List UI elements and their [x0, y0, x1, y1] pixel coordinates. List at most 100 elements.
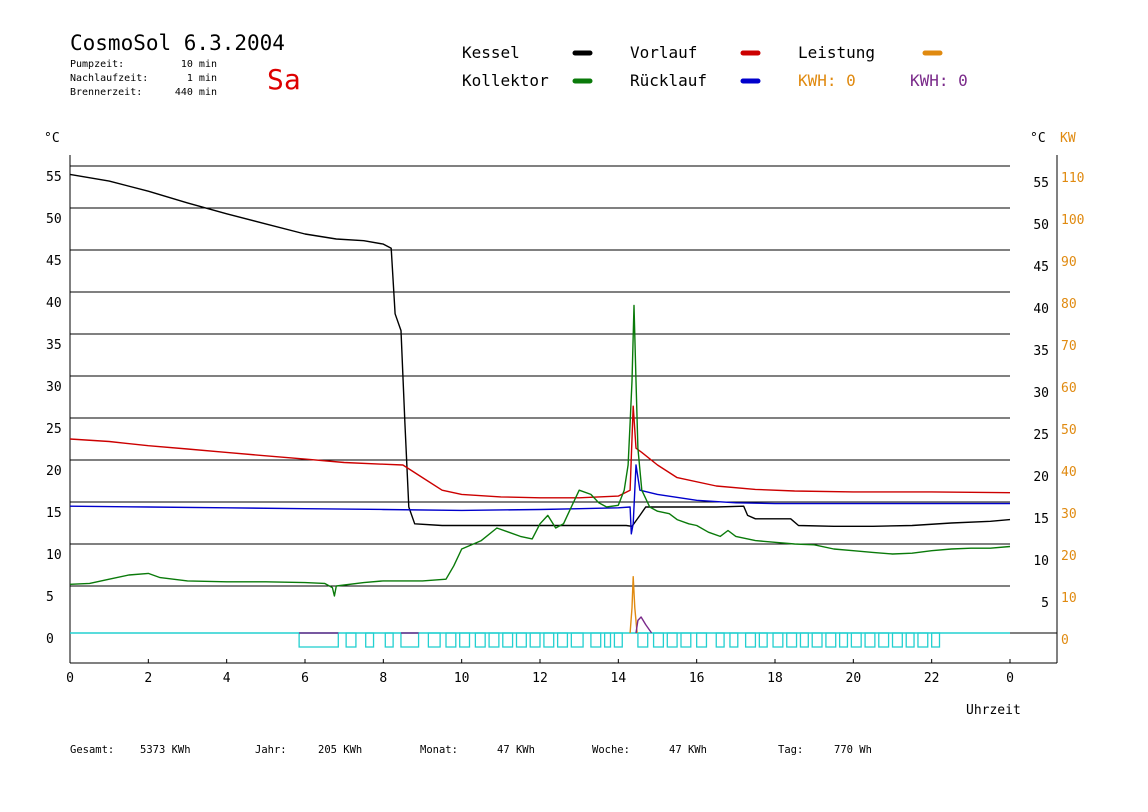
- legend-kessel: Kessel: [462, 43, 520, 62]
- y-tick-left-0: 0: [46, 632, 54, 647]
- pump-interval-14: [556, 632, 569, 648]
- x-tick-11: 22: [924, 671, 940, 686]
- series-line-1: [69, 405, 1011, 499]
- week-value: 47 KWh: [669, 744, 707, 756]
- y-tick-right-kw-10: 10: [1061, 591, 1077, 606]
- pump-interval-34: [850, 632, 862, 648]
- y-tick-right-kw-20: 20: [1061, 549, 1077, 564]
- pump-interval-0: [298, 632, 339, 648]
- y-tick-right-kw-80: 80: [1061, 297, 1077, 312]
- pump-interval-5: [427, 632, 441, 648]
- week-label: Woche:: [592, 744, 630, 756]
- pump-interval-2: [365, 632, 375, 648]
- pump-interval-30: [799, 632, 809, 648]
- year-value: 205 KWh: [318, 744, 362, 756]
- legend-ruecklauf: Rücklauf: [630, 71, 707, 90]
- y-tick-left-40: 40: [46, 296, 62, 311]
- axes: [69, 155, 1058, 664]
- y-tick-right-c-40: 40: [1033, 302, 1049, 317]
- x-tick-5: 10: [454, 671, 470, 686]
- legend-vorlauf: Vorlauf: [630, 43, 697, 62]
- y-tick-right-kw-70: 70: [1061, 339, 1077, 354]
- y-tick-left-10: 10: [46, 548, 62, 563]
- total-value: 5373 KWh: [140, 744, 191, 756]
- day-total-value: 770 Wh: [834, 744, 872, 756]
- pump-interval-11: [515, 632, 527, 648]
- pump-interval-37: [891, 632, 903, 648]
- y-tick-left-50: 50: [46, 212, 62, 227]
- pump-interval-18: [613, 632, 623, 648]
- y-tick-right-c-45: 45: [1033, 260, 1049, 275]
- pump-interval-21: [666, 632, 678, 648]
- y-tick-right-c-55: 55: [1033, 176, 1049, 191]
- series-line-5: [635, 616, 653, 634]
- legend-kwh-2: KWH: 0: [910, 71, 968, 90]
- legend-leistung: Leistung: [798, 43, 875, 62]
- grid-lines: [70, 165, 1010, 587]
- year-label: Jahr:: [255, 744, 287, 756]
- pump-interval-12: [529, 632, 541, 648]
- y-tick-right-c-20: 20: [1033, 470, 1049, 485]
- pump-interval-26: [744, 632, 757, 648]
- y-tick-right-kw-40: 40: [1061, 465, 1077, 480]
- pump-interval-29: [786, 632, 798, 648]
- y-tick-right-kw-50: 50: [1061, 423, 1077, 438]
- chart-title: CosmoSol 6.3.2004: [70, 31, 285, 55]
- after-run-label: Nachlaufzeit:: [70, 73, 148, 84]
- x-tick-2: 4: [223, 671, 231, 686]
- day-total-label: Tag:: [778, 744, 803, 756]
- pump-interval-10: [502, 632, 514, 648]
- y-tick-left-45: 45: [46, 254, 62, 269]
- pump-interval-7: [459, 632, 471, 648]
- series-lines: [69, 173, 1011, 634]
- y-tick-right-c-10: 10: [1033, 554, 1049, 569]
- x-tick-7: 14: [611, 671, 627, 686]
- legend-kollektor: Kollektor: [462, 71, 549, 90]
- pump-time-label: Pumpzeit:: [70, 59, 124, 70]
- x-tick-6: 12: [532, 671, 548, 686]
- y-tick-left-5: 5: [46, 590, 54, 605]
- x-axis-label: Uhrzeit: [966, 703, 1021, 718]
- y-tick-right-kw-30: 30: [1061, 507, 1077, 522]
- y-tick-right-kw-110: 110: [1061, 171, 1084, 186]
- y-tick-left-15: 15: [46, 506, 62, 521]
- burner-time-value: 440 min: [175, 87, 217, 98]
- pump-interval-40: [931, 632, 941, 648]
- y-axis-left-unit: °C: [44, 131, 60, 146]
- series-line-3: [69, 304, 1011, 597]
- y-tick-right-kw-0: 0: [1061, 633, 1069, 648]
- day-label: Sa: [267, 63, 301, 96]
- y-tick-right-c-5: 5: [1041, 596, 1049, 611]
- month-value: 47 KWh: [497, 744, 535, 756]
- x-tick-12: 0: [1006, 671, 1014, 686]
- pump-interval-19: [637, 632, 649, 648]
- pump-interval-22: [680, 632, 692, 648]
- y-tick-right-kw-90: 90: [1061, 255, 1077, 270]
- pump-interval-25: [729, 632, 739, 648]
- pump-interval-4: [400, 632, 420, 648]
- y-axis-right-unit-c: °C: [1030, 131, 1046, 146]
- pump-interval-8: [474, 632, 486, 648]
- pump-interval-27: [758, 632, 768, 648]
- pump-interval-1: [345, 632, 357, 648]
- x-tick-3: 6: [301, 671, 309, 686]
- x-tick-9: 18: [767, 671, 783, 686]
- pump-interval-32: [825, 632, 837, 648]
- pump-interval-39: [917, 632, 929, 648]
- x-tick-4: 8: [379, 671, 387, 686]
- month-label: Monat:: [420, 744, 458, 756]
- y-tick-right-c-25: 25: [1033, 428, 1049, 443]
- y-tick-left-35: 35: [46, 338, 62, 353]
- pump-interval-6: [445, 632, 457, 648]
- pump-interval-23: [696, 632, 708, 648]
- pump-interval-9: [488, 632, 500, 648]
- y-tick-left-30: 30: [46, 380, 62, 395]
- legend-kwh-1: KWH: 0: [798, 71, 856, 90]
- y-tick-left-55: 55: [46, 170, 62, 185]
- pump-interval-28: [772, 632, 784, 648]
- burner-time-label: Brennerzeit:: [70, 87, 142, 98]
- pump-interval-31: [811, 632, 823, 648]
- pump-interval-35: [864, 632, 876, 648]
- y-tick-right-c-15: 15: [1033, 512, 1049, 527]
- series-line-0: [69, 173, 1011, 527]
